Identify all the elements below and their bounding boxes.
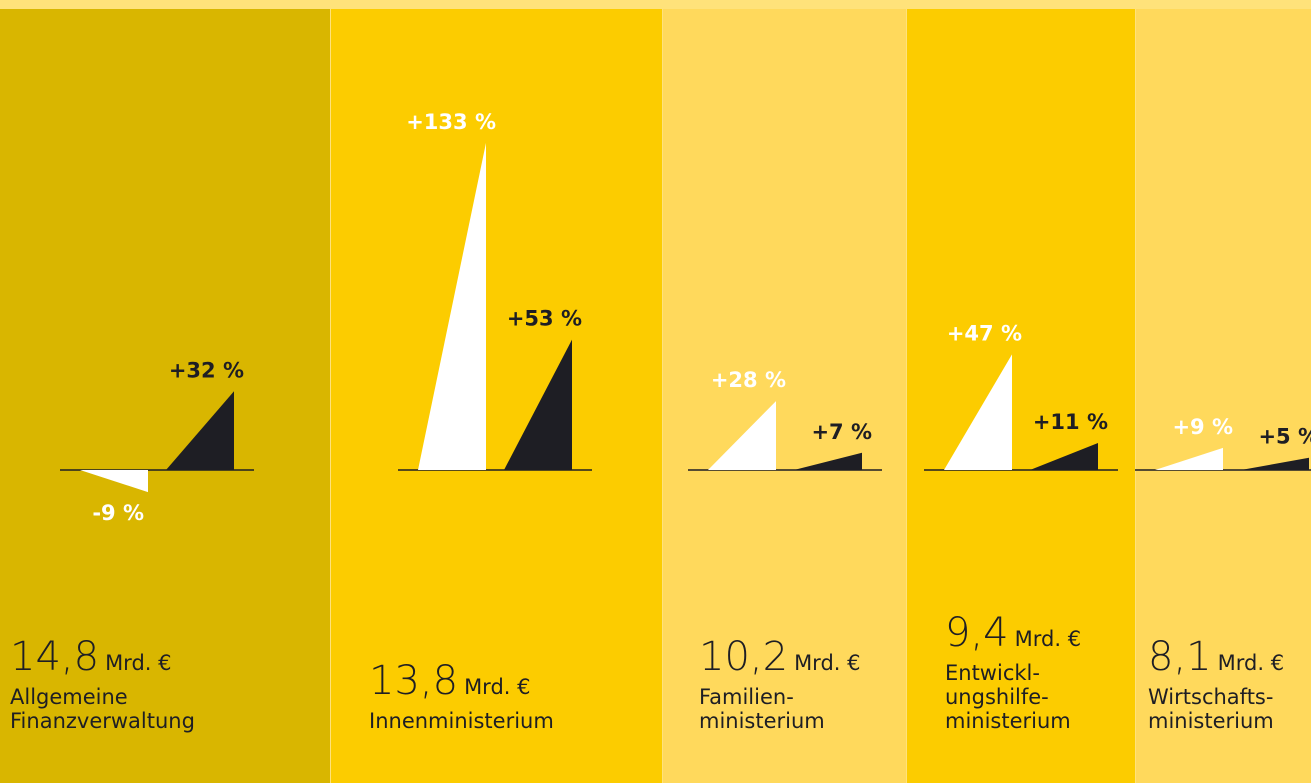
value-label: +133 %: [406, 110, 496, 134]
ministry-name: Wirtschafts- ministerium: [1148, 685, 1274, 733]
value-label: +7 %: [811, 420, 872, 444]
value-label: +28 %: [711, 368, 786, 392]
triangle: [1155, 447, 1223, 470]
triangle: [166, 391, 234, 470]
amount-value: 14,8: [10, 634, 100, 680]
triangle: [1241, 457, 1309, 470]
amount-value: 9,4: [945, 610, 1009, 656]
amount-unit: Mrd. €: [1014, 627, 1082, 651]
amount: 9,4 Mrd. €: [945, 611, 1135, 661]
value-label: +47 %: [947, 321, 1022, 345]
triangle: [708, 401, 776, 470]
panel: 9,4 Mrd. € Entwickl- ungshilfe- ministeriu…: [907, 9, 1135, 783]
value-label: +5 %: [1258, 425, 1311, 449]
triangle: [1030, 442, 1098, 470]
amount-value: 13,8: [369, 658, 459, 704]
triangle: [794, 452, 862, 470]
panel: 13,8 Mrd. € Innenministerium: [331, 9, 662, 783]
ministry-name: Familien- ministerium: [699, 685, 825, 733]
panel: 8,1 Mrd. € Wirtschafts- ministerium: [1136, 9, 1311, 783]
value-label: +32 %: [169, 358, 244, 382]
value-label: +9 %: [1172, 415, 1233, 439]
ministry-name: Entwickl- ungshilfe- ministerium: [945, 661, 1071, 733]
panel: 14,8 Mrd. € Allgemeine Finanzverwaltung: [0, 9, 330, 783]
triangle: [504, 339, 572, 470]
triangle: [418, 142, 486, 470]
amount-unit: Mrd. €: [1217, 651, 1285, 675]
ministry-name: Allgemeine Finanzverwaltung: [10, 685, 195, 733]
amount-value: 8,1: [1148, 634, 1212, 680]
amount-unit: Mrd. €: [794, 651, 861, 675]
value-label: +53 %: [507, 307, 582, 331]
amount: 8,1 Mrd. €: [1148, 635, 1311, 685]
amount-unit: Mrd. €: [464, 675, 531, 699]
amount: 14,8 Mrd. €: [10, 635, 330, 685]
amount-unit: Mrd. €: [105, 651, 172, 675]
value-label: +11 %: [1033, 410, 1108, 434]
value-label: -9 %: [92, 501, 144, 525]
amount-value: 10,2: [699, 634, 789, 680]
amount: 10,2 Mrd. €: [699, 635, 906, 685]
triangle: [80, 470, 148, 493]
amount: 13,8 Mrd. €: [369, 659, 662, 709]
panel: 10,2 Mrd. € Familien- ministerium: [663, 9, 906, 783]
ministry-name: Innenministerium: [369, 709, 554, 733]
triangle: [944, 354, 1012, 470]
